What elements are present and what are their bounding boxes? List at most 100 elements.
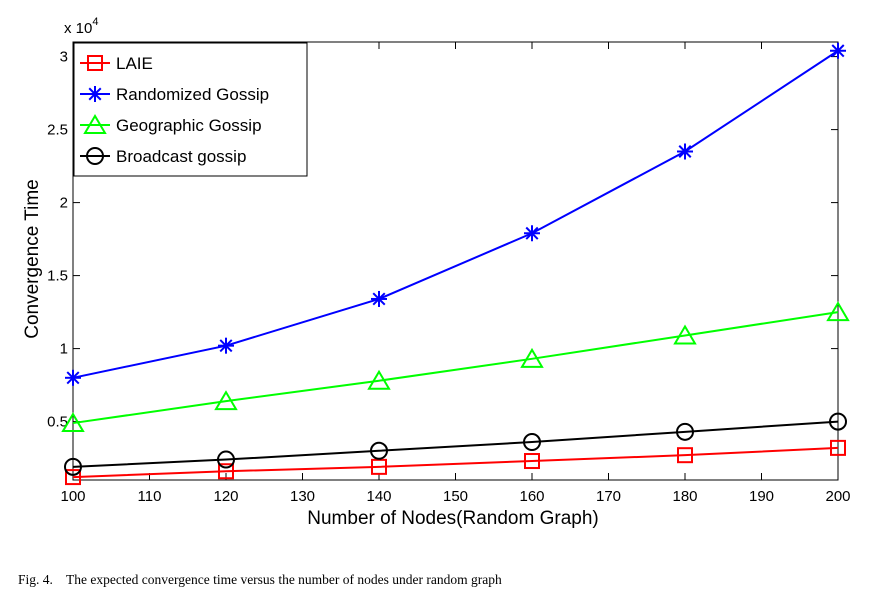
x-tick-label: 140 [366,488,391,505]
square-marker [524,453,540,470]
x-tick-label: 150 [443,488,468,505]
circle-marker [676,422,694,441]
y-exponent-power: 4 [92,16,98,28]
legend-label: Randomized Gossip [116,85,269,104]
triangle-marker [61,412,85,433]
circle-marker [217,450,235,469]
triangle-marker [83,114,107,134]
series-line [72,49,839,379]
x-tick-label: 180 [672,488,697,505]
y-tick-label: 3 [60,49,68,66]
data-point [218,463,234,480]
triangle-marker [673,324,697,345]
x-tick-label: 200 [825,488,850,505]
asterisk-stroke [66,371,80,385]
y-tick-label: 2 [60,195,68,212]
series-randomized-gossip [65,42,846,386]
legend-marker [83,114,107,134]
y-tick-label: 1.5 [47,268,68,285]
triangle-marker [826,301,850,322]
legend-marker [87,55,103,71]
data-point [218,337,234,354]
asterisk-stroke [525,226,539,240]
data-point [367,369,391,390]
triangle-marker [367,369,391,390]
asterisk-stroke [219,339,233,353]
circle-marker [86,147,104,165]
y-tick-label: 2.5 [47,122,68,139]
x-tick-label: 130 [290,488,315,505]
square-marker [65,469,81,486]
data-point [829,412,847,431]
legend-label: Geographic Gossip [116,116,262,135]
caption-label: Fig. 4. [18,572,53,587]
legend-box [73,42,308,177]
data-point [65,469,81,486]
data-point [830,439,846,456]
y-axis: 0.5 1 1.5 2 2.5 3 [47,49,838,431]
legend-label: Broadcast gossip [116,147,246,166]
legend: LAIE Randomized Gossip Geographic Gossip Br… [73,42,308,177]
caption-text: The expected convergence time versus the… [66,572,502,587]
line-chart: 100 110 120 130 140 150 160 170 180 190 200 0.5 1 1.… [22,16,851,529]
asterisk-stroke [678,145,692,158]
square-marker [371,458,387,475]
x-tick-label: 120 [213,488,238,505]
data-point [217,450,235,469]
x-tick-label: 110 [138,488,162,505]
x-tick-label: 160 [519,488,544,505]
legend-item: Geographic Gossip [80,114,262,135]
data-point [65,369,81,386]
data-point [826,301,850,322]
series-geographic-gossip [61,301,850,433]
asterisk-stroke [88,87,102,101]
x-tick-label: 100 [60,488,85,505]
legend-item: Randomized Gossip [80,85,269,104]
data-point [61,412,85,433]
data-point [677,447,693,464]
legend-label: LAIE [116,54,153,73]
data-point [371,290,387,307]
circle-marker [523,433,541,452]
series-broadcast-gossip [64,412,847,476]
triangle-marker [214,390,238,411]
data-point [523,433,541,452]
square-marker [677,447,693,464]
series-layer [61,42,850,486]
legend-item: Broadcast gossip [80,147,246,166]
legend-marker [87,86,103,102]
circle-marker [370,441,388,460]
data-point [676,422,694,441]
data-point [677,143,693,160]
circle-marker [64,457,82,476]
square-marker [87,55,103,71]
series-laie [65,439,846,486]
series-line [72,420,839,468]
asterisk-stroke [831,44,845,58]
square-marker [218,463,234,480]
x-axis: 100 110 120 130 140 150 160 170 180 190 200 [60,42,851,505]
asterisk-stroke [372,292,386,306]
legend-item: LAIE [80,54,153,73]
x-tick-label: 170 [596,488,621,505]
y-exponent-base: x 10 [64,20,92,37]
data-point [370,441,388,460]
data-point [524,225,540,242]
data-point [524,453,540,470]
x-axis-label: Number of Nodes(Random Graph) [307,508,598,529]
series-line [72,446,839,479]
legend-marker [86,147,104,165]
y-exponent-label: x 104 [64,16,98,37]
y-axis-label: Convergence Time [22,179,43,338]
data-point [64,457,82,476]
figure-caption: Fig. 4. The expected convergence time ve… [18,572,502,588]
y-tick-label: 1 [60,341,68,358]
data-point [673,324,697,345]
data-point [520,347,544,368]
triangle-marker [520,347,544,368]
data-point [371,458,387,475]
data-point [214,390,238,411]
x-tick-label: 190 [749,488,774,505]
circle-marker [829,412,847,431]
series-line [72,311,839,425]
